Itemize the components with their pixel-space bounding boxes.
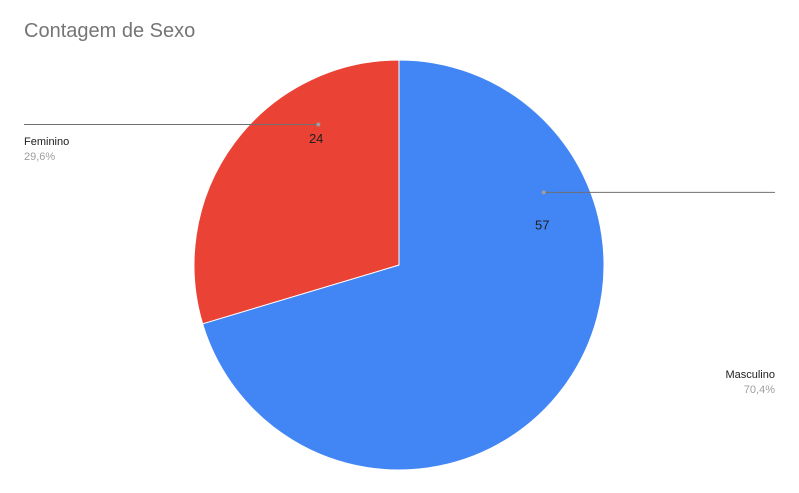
chart-title: Contagem de Sexo — [24, 20, 196, 42]
callout-percent-feminino: 29,6% — [24, 151, 55, 163]
callout-name-feminino: Feminino — [24, 136, 69, 148]
callout-name-masculino: Masculino — [725, 369, 775, 381]
slice-value-feminino: 24 — [309, 131, 323, 146]
leader-dot-feminino — [316, 122, 321, 127]
slice-masculino[interactable] — [201, 59, 605, 471]
slice-value-masculino: 57 — [535, 217, 549, 232]
slice-feminino[interactable] — [193, 59, 400, 325]
callout-percent-masculino: 70,4% — [744, 384, 775, 396]
leader-dot-masculino — [541, 190, 546, 195]
